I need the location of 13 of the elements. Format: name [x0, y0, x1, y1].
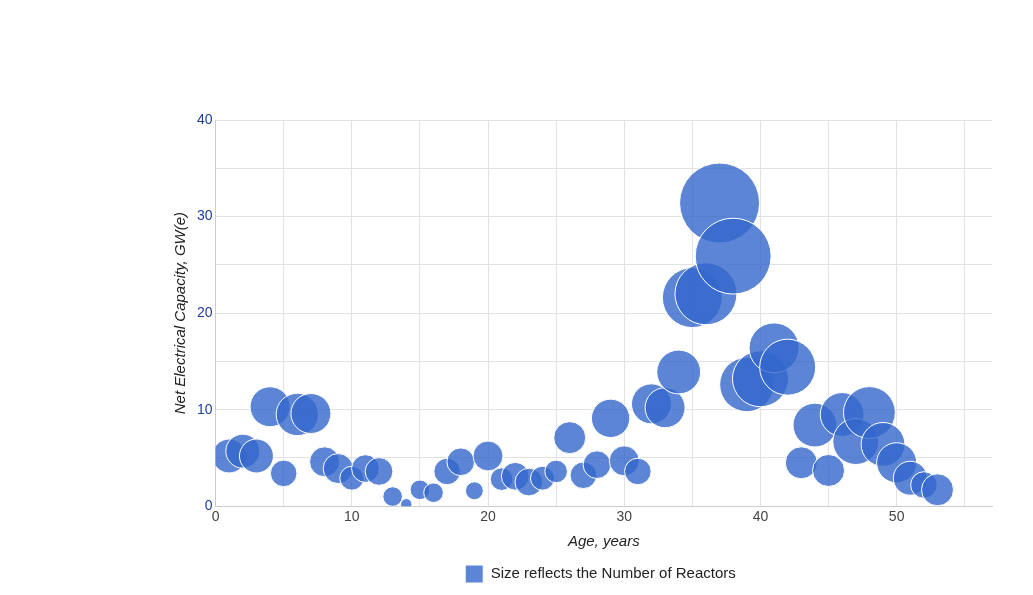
x-tick-label: 10: [344, 508, 360, 525]
y-tick-label: 0: [204, 497, 213, 514]
y-tick-label: 20: [196, 303, 213, 320]
y-axis-title: Net Electrical Capacity, GW(e): [171, 211, 189, 415]
y-tick-label: 10: [196, 400, 213, 417]
x-tick-label: 20: [480, 508, 496, 525]
x-tick-label: 50: [888, 508, 905, 525]
y-tick-label: 30: [196, 207, 213, 224]
x-tick-label: 40: [752, 508, 769, 525]
legend-label: Size reflects the Number of Reactors: [490, 564, 736, 582]
y-tick-label: 40: [196, 110, 213, 127]
x-tick-label: 30: [616, 508, 633, 525]
x-axis-title: Age, years: [566, 532, 641, 550]
